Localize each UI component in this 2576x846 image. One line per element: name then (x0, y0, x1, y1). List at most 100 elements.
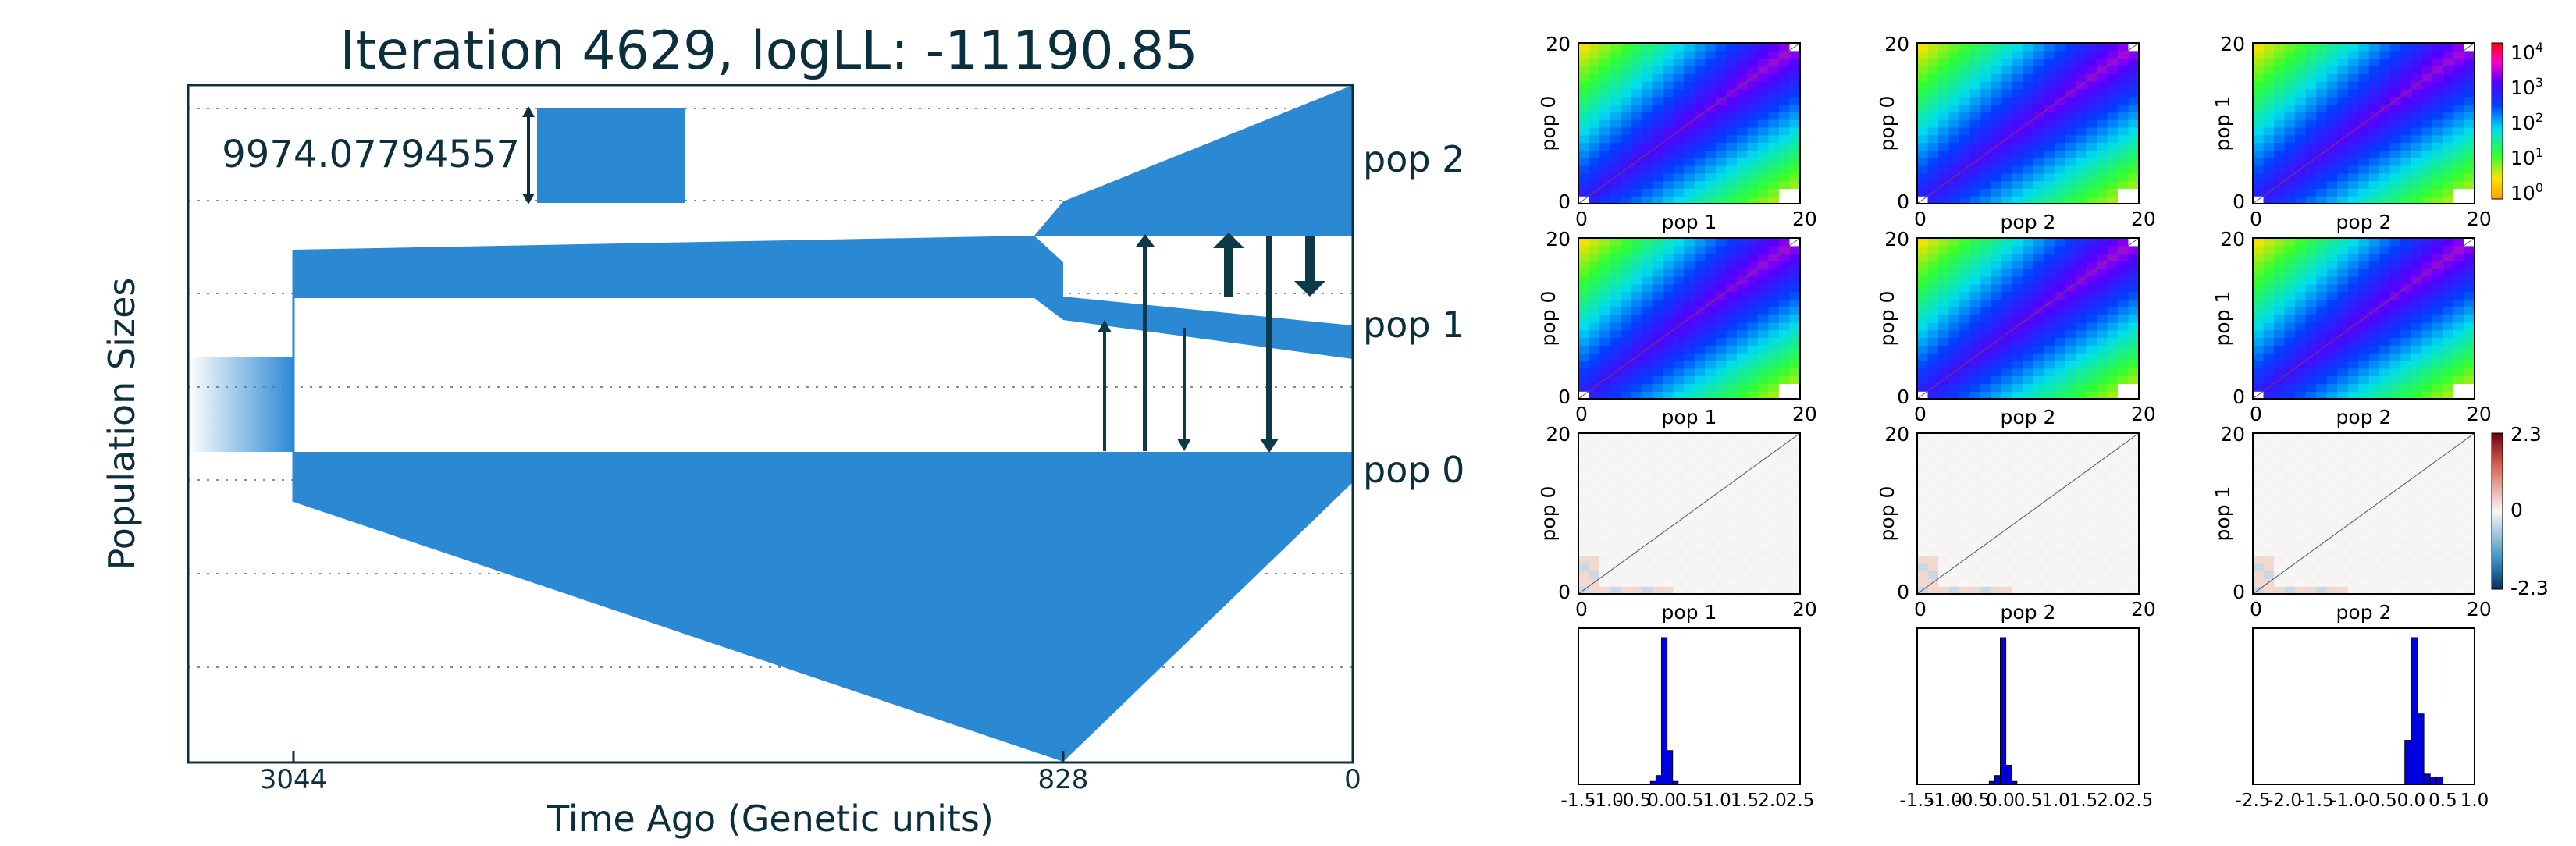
heatmap-cell (2411, 502, 2422, 510)
heatmap-cell (2001, 119, 2013, 128)
heatmap-cell (1673, 571, 1685, 579)
heatmap-cell (1917, 104, 1929, 112)
heatmap-cell (1589, 345, 1600, 354)
heatmap-cell (2400, 253, 2412, 262)
heatmap-cell (1938, 486, 1950, 496)
heatmap-cell (1578, 66, 1590, 74)
heatmap-cell (1938, 58, 1950, 67)
heatmap-cell (1578, 571, 1590, 579)
heatmap-cell (1938, 448, 1950, 457)
heatmap-cell (2305, 345, 2317, 354)
heatmap-cell (2453, 502, 2465, 510)
heatmap-cell (2086, 96, 2097, 105)
heatmap-cell (1705, 345, 1717, 354)
heatmap-cell (2012, 586, 2023, 595)
heatmap-cell (1959, 43, 1971, 52)
heatmap-cell (2253, 299, 2265, 307)
heatmap-cell (1621, 66, 1632, 74)
heatmap-cell (1980, 548, 1992, 556)
heatmap-cell (1610, 134, 1621, 144)
heatmap-cell (2464, 104, 2475, 112)
heatmap-cell (1969, 73, 1981, 82)
heatmap-cell (2096, 510, 2108, 518)
heatmap-cell (2033, 456, 2044, 464)
heatmap-cell (1631, 253, 1642, 262)
heatmap-cell (1736, 502, 1748, 510)
heatmap-cell (2065, 238, 2076, 247)
heatmap-cell (2117, 532, 2129, 541)
heatmap-cell (1663, 456, 1674, 464)
heatmap-cell (1694, 43, 1706, 52)
heatmap-cell (1969, 126, 1981, 136)
heatmap-cell (2305, 66, 2317, 74)
heatmap-cell (2075, 322, 2087, 331)
heatmap-cell (2443, 261, 2454, 269)
heatmap-cell (1673, 578, 1685, 587)
heatmap-cell (1757, 360, 1770, 369)
heatmap-cell (1917, 188, 1929, 197)
heatmap-cell (2075, 571, 2087, 579)
heatmap-cell (2012, 268, 2023, 277)
heatmap-cell (1631, 448, 1642, 457)
heatmap-cell (1778, 571, 1791, 579)
heatmap-cell (2400, 448, 2412, 457)
heatmap-cell (2432, 360, 2444, 369)
heatmap-cell (2065, 158, 2076, 166)
heatmap-cell (2358, 150, 2370, 158)
heatmap-cell (2107, 172, 2119, 182)
y-tick-label: 20 (1884, 33, 1909, 55)
heatmap-cell (2128, 322, 2140, 331)
heatmap-cell (2001, 253, 2013, 262)
heatmap-cell (1938, 548, 1950, 556)
heatmap-cell (2443, 502, 2454, 510)
heatmap-cell (2411, 540, 2422, 549)
heatmap-cell (2253, 96, 2265, 105)
heatmap-cell (2096, 299, 2108, 307)
heatmap-cell (1980, 448, 1992, 457)
heatmap-cell (1938, 158, 1950, 166)
heatmap-cell (2023, 81, 2034, 90)
heatmap-cell (1599, 307, 1611, 315)
heatmap-cell (2295, 456, 2307, 464)
heatmap-cell (1778, 81, 1791, 90)
heatmap-cell (2368, 180, 2380, 189)
heatmap-cell (1778, 540, 1791, 549)
heatmap-cell (1757, 245, 1770, 254)
heatmap-cell (1927, 524, 1939, 534)
heatmap-cell (1631, 142, 1642, 151)
heatmap-cell (1705, 383, 1717, 392)
heatmap-cell (2263, 58, 2275, 67)
heatmap-cell (1948, 517, 1960, 526)
heatmap-cell (2263, 276, 2275, 285)
heatmap-cell (1980, 180, 1992, 189)
heatmap-cell (2326, 329, 2338, 339)
heatmap-cell (2400, 81, 2412, 90)
heatmap-cell (2368, 88, 2380, 98)
heatmap-cell (2432, 142, 2444, 151)
heatmap-cell (2326, 360, 2338, 369)
heatmap-frame (1578, 237, 1801, 400)
heatmap-cell (2326, 448, 2338, 457)
heatmap-cell (2305, 73, 2317, 82)
heatmap-cell (1757, 353, 1770, 361)
heatmap-cell (1736, 88, 1748, 98)
heatmap-cell (2400, 96, 2412, 105)
heatmap-cell (1599, 368, 1611, 377)
heatmap-cell (2316, 486, 2328, 496)
heatmap-cell (2086, 88, 2097, 98)
heatmap-cell (2389, 261, 2401, 269)
heatmap-cell (2316, 88, 2328, 98)
heatmap-cell (2284, 150, 2296, 158)
heatmap-cell (1684, 517, 1695, 526)
heatmap-cell (2305, 180, 2317, 189)
heatmap-cell (2421, 322, 2433, 331)
heatmap-cell (1578, 510, 1590, 518)
heatmap-cell (2358, 464, 2370, 472)
heatmap-cell (1778, 261, 1791, 269)
heatmap-cell (1578, 112, 1590, 120)
heatmap-cell (2263, 299, 2275, 307)
heatmap-cell (1610, 375, 1621, 384)
heatmap-cell (2274, 150, 2286, 158)
heatmap-cell (2453, 96, 2465, 105)
